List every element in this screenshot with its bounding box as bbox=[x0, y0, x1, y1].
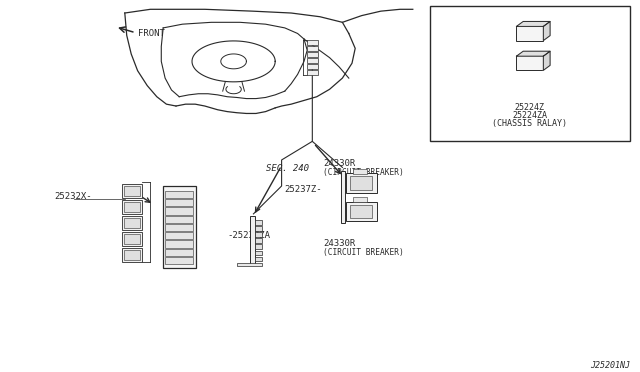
Bar bbox=[165, 191, 193, 198]
Text: SEC. 240: SEC. 240 bbox=[266, 164, 308, 173]
Text: (CIRCUIT BREAKER): (CIRCUIT BREAKER) bbox=[323, 248, 404, 257]
Bar bbox=[353, 197, 367, 202]
Bar bbox=[165, 216, 193, 223]
Bar bbox=[255, 244, 262, 249]
Bar bbox=[307, 70, 318, 75]
Bar bbox=[307, 41, 318, 45]
Text: 25224Z: 25224Z bbox=[515, 103, 545, 112]
Bar bbox=[165, 232, 193, 239]
Bar bbox=[350, 205, 372, 218]
Bar bbox=[237, 263, 262, 266]
Polygon shape bbox=[516, 51, 550, 56]
Bar bbox=[122, 232, 142, 246]
Text: 25224ZA: 25224ZA bbox=[513, 111, 547, 120]
Bar bbox=[165, 240, 193, 248]
Bar bbox=[124, 218, 140, 228]
Bar bbox=[346, 173, 377, 193]
Text: 24330R: 24330R bbox=[323, 238, 355, 247]
Bar bbox=[124, 234, 140, 244]
Bar bbox=[516, 56, 543, 70]
Bar bbox=[255, 257, 262, 261]
Bar bbox=[124, 186, 140, 196]
Bar bbox=[122, 200, 142, 214]
Bar bbox=[307, 46, 318, 51]
Bar bbox=[255, 250, 262, 255]
Bar bbox=[122, 248, 142, 262]
Text: 25232X-: 25232X- bbox=[54, 192, 92, 201]
Bar bbox=[165, 257, 193, 264]
Bar bbox=[163, 186, 196, 268]
Text: (CIRCUIT BREAKER): (CIRCUIT BREAKER) bbox=[323, 168, 404, 177]
Bar bbox=[430, 6, 630, 141]
Polygon shape bbox=[543, 22, 550, 41]
Text: FRONT: FRONT bbox=[138, 29, 165, 38]
Bar bbox=[165, 207, 193, 215]
Text: J25201NJ: J25201NJ bbox=[590, 361, 630, 370]
Bar bbox=[516, 26, 543, 41]
Polygon shape bbox=[543, 51, 550, 70]
Bar bbox=[346, 202, 377, 221]
Bar bbox=[353, 169, 367, 174]
Bar bbox=[255, 238, 262, 243]
Bar bbox=[307, 52, 318, 57]
Bar bbox=[307, 64, 318, 69]
Text: (CHASSIS RALAY): (CHASSIS RALAY) bbox=[492, 119, 568, 128]
Text: -25237ZA: -25237ZA bbox=[227, 231, 270, 240]
Bar bbox=[124, 202, 140, 212]
Bar bbox=[255, 226, 262, 231]
Bar bbox=[122, 184, 142, 198]
Bar bbox=[255, 220, 262, 225]
Bar bbox=[165, 249, 193, 256]
Bar bbox=[307, 58, 318, 63]
Text: 24330R: 24330R bbox=[323, 158, 355, 167]
Bar bbox=[165, 224, 193, 231]
Bar bbox=[122, 216, 142, 230]
Bar bbox=[341, 171, 346, 223]
Bar bbox=[255, 232, 262, 237]
Bar bbox=[165, 199, 193, 206]
Bar bbox=[350, 176, 372, 190]
Text: 25237Z-: 25237Z- bbox=[285, 185, 323, 193]
Polygon shape bbox=[516, 22, 550, 26]
Bar bbox=[124, 250, 140, 260]
Bar bbox=[250, 216, 255, 264]
